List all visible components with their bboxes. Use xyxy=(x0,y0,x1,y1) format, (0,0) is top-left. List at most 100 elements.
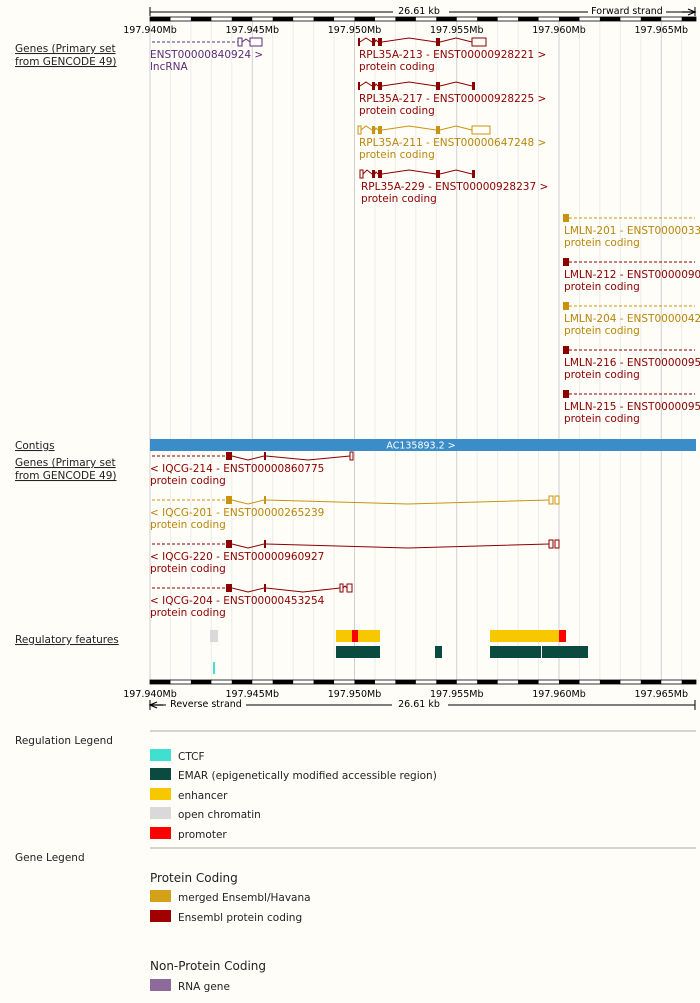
promoter-swatch xyxy=(150,827,171,839)
transcript-rpl35a-213[interactable]: RPL35A-213 - ENST00000928221 > protein c… xyxy=(358,37,546,73)
transcript-rpl35a-211[interactable]: RPL35A-211 - ENST00000647248 > protein c… xyxy=(357,125,546,161)
transcript-name: LMLN-204 - ENST0000042 xyxy=(564,313,700,325)
scale-tick-label: 197.945Mb xyxy=(225,25,279,36)
transcript-biotype: lncRNA xyxy=(150,61,188,73)
rna-gene-swatch xyxy=(150,979,171,991)
regulatory-features[interactable] xyxy=(210,630,588,674)
transcript-lmln-216[interactable]: LMLN-216 - ENST0000095 protein coding xyxy=(563,346,700,381)
transcript-iqcg-214[interactable]: < IQCG-214 - ENST00000860775 protein cod… xyxy=(150,451,354,487)
transcript-lmln-212[interactable]: LMLN-212 - ENST0000090 protein coding xyxy=(563,258,700,293)
regulation-legend: CTCF EMAR (epigenetically modified acces… xyxy=(150,749,437,841)
right-arrow-icon xyxy=(682,8,697,16)
transcript-name: LMLN-216 - ENST0000095 xyxy=(564,357,700,369)
enhancer-feature[interactable] xyxy=(490,630,566,642)
gene-legend: Protein Coding merged Ensembl/Havana Ens… xyxy=(150,871,311,993)
emar-feature[interactable] xyxy=(490,646,541,658)
transcript-biotype: protein coding xyxy=(359,61,435,73)
legend-label: Ensembl protein coding xyxy=(178,912,302,924)
transcript-rpl35a-217[interactable]: RPL35A-217 - ENST00000928225 > protein c… xyxy=(358,81,546,117)
emar-feature[interactable] xyxy=(336,646,380,658)
scale-tick-label: 197.960Mb xyxy=(532,25,586,36)
transcript-biotype: protein coding xyxy=(564,237,640,249)
protein-coding-heading: Protein Coding xyxy=(150,871,238,885)
contig-ac135893[interactable]: AC135893.2 > xyxy=(150,439,696,452)
legend-label: promoter xyxy=(178,829,227,841)
enhancer-swatch xyxy=(150,788,171,800)
transcript-biotype: protein coding xyxy=(150,475,226,487)
left-arrow-icon xyxy=(148,701,163,709)
transcript-name: LMLN-201 - ENST0000033 xyxy=(564,225,700,237)
scale-tick-label: 197.950Mb xyxy=(328,25,382,36)
top-span-label: 26.61 kb xyxy=(398,6,440,17)
promoter-feature[interactable] xyxy=(559,630,566,642)
transcript-biotype: protein coding xyxy=(150,607,226,619)
scale-tick-label: 197.955Mb xyxy=(430,689,484,700)
transcript-biotype: protein coding xyxy=(359,149,435,161)
legend-label: EMAR (epigenetically modified accessible… xyxy=(178,770,437,782)
contig-name: AC135893.2 > xyxy=(386,441,455,452)
contigs-track-label[interactable]: Contigs xyxy=(15,440,55,452)
transcript-name: < IQCG-220 - ENST00000960927 xyxy=(150,551,324,563)
gene-legend-title: Gene Legend xyxy=(15,852,85,864)
ctcf-feature[interactable] xyxy=(213,662,215,674)
transcript-biotype: protein coding xyxy=(150,519,226,531)
transcript-biotype: protein coding xyxy=(564,369,640,381)
forward-strand-label: Forward strand xyxy=(591,6,663,17)
promoter-feature[interactable] xyxy=(352,630,358,642)
legend-label: RNA gene xyxy=(178,981,230,993)
scale-tick-label: 197.955Mb xyxy=(430,25,484,36)
regulatory-features-track-label[interactable]: Regulatory features xyxy=(15,634,119,646)
transcript-iqcg-201[interactable]: < IQCG-201 - ENST00000265239 protein cod… xyxy=(150,495,560,531)
transcript-lmln-215[interactable]: LMLN-215 - ENST0000095 protein coding xyxy=(563,390,700,425)
transcript-name: < IQCG-214 - ENST00000860775 xyxy=(150,463,324,475)
legend-label: enhancer xyxy=(178,790,228,802)
genes-forward-track-label-line1[interactable]: Genes (Primary set xyxy=(15,43,116,55)
bottom-span-label: 26.61 kb xyxy=(398,699,440,710)
scale-tick-label: 197.945Mb xyxy=(225,689,279,700)
transcript-biotype: protein coding xyxy=(564,325,640,337)
transcript-name: RPL35A-229 - ENST00000928237 > xyxy=(361,181,548,193)
transcript-biotype: protein coding xyxy=(361,193,437,205)
genes-forward-track-label-line2[interactable]: from GENCODE 49) xyxy=(15,56,117,68)
transcript-rpl35a-229[interactable]: RPL35A-229 - ENST00000928237 > protein c… xyxy=(359,169,548,205)
transcript-biotype: protein coding xyxy=(359,105,435,117)
open-chromatin-swatch xyxy=(150,807,171,819)
ctcf-swatch xyxy=(150,749,171,761)
legend-label: open chromatin xyxy=(178,809,261,821)
transcript-biotype: protein coding xyxy=(150,563,226,575)
regulation-legend-title: Regulation Legend xyxy=(15,735,113,747)
scale-tick-label: 197.950Mb xyxy=(328,689,382,700)
legend-label: merged Ensembl/Havana xyxy=(178,892,311,904)
ensembl-swatch xyxy=(150,910,171,922)
transcript-iqcg-220[interactable]: < IQCG-220 - ENST00000960927 protein cod… xyxy=(150,539,560,575)
transcript-name: RPL35A-213 - ENST00000928221 > xyxy=(359,49,546,61)
non-protein-coding-heading: Non-Protein Coding xyxy=(150,959,266,973)
transcript-name: < IQCG-201 - ENST00000265239 xyxy=(150,507,324,519)
transcript-enst00000840924[interactable]: ENST00000840924 > lncRNA xyxy=(150,37,263,73)
transcript-name: RPL35A-211 - ENST00000647248 > xyxy=(359,137,546,149)
transcript-biotype: protein coding xyxy=(564,413,640,425)
scale-tick-label: 197.960Mb xyxy=(532,689,586,700)
bottom-scale-bar: 197.940Mb 197.945Mb 197.950Mb 197.955Mb 197.… xyxy=(123,679,697,710)
open-chromatin-feature[interactable] xyxy=(210,630,218,642)
transcript-lmln-204[interactable]: LMLN-204 - ENST0000042 protein coding xyxy=(563,302,700,337)
emar-feature[interactable] xyxy=(542,646,588,658)
transcript-name: ENST00000840924 > xyxy=(150,49,263,61)
transcript-name: RPL35A-217 - ENST00000928225 > xyxy=(359,93,546,105)
genes-reverse-track-label-line2[interactable]: from GENCODE 49) xyxy=(15,470,117,482)
transcript-iqcg-204[interactable]: < IQCG-204 - ENST00000453254 protein cod… xyxy=(150,583,353,619)
transcript-biotype: protein coding xyxy=(564,281,640,293)
scale-tick-label: 197.965Mb xyxy=(634,25,688,36)
legend-label: CTCF xyxy=(178,751,205,763)
scale-tick-label: 197.940Mb xyxy=(123,689,177,700)
top-scale-bar: 26.61 kb Forward strand 197.940Mb 197.945… xyxy=(123,5,697,36)
scale-tick-label: 197.940Mb xyxy=(123,25,177,36)
transcript-name: < IQCG-204 - ENST00000453254 xyxy=(150,595,325,607)
reverse-strand-label: Reverse strand xyxy=(170,699,242,710)
transcript-lmln-201[interactable]: LMLN-201 - ENST0000033 protein coding xyxy=(563,214,700,249)
transcript-name: LMLN-215 - ENST0000095 xyxy=(564,401,700,413)
emar-feature[interactable] xyxy=(435,646,442,658)
genes-reverse-track-label-line1[interactable]: Genes (Primary set xyxy=(15,457,116,469)
scale-tick-label: 197.965Mb xyxy=(634,689,688,700)
